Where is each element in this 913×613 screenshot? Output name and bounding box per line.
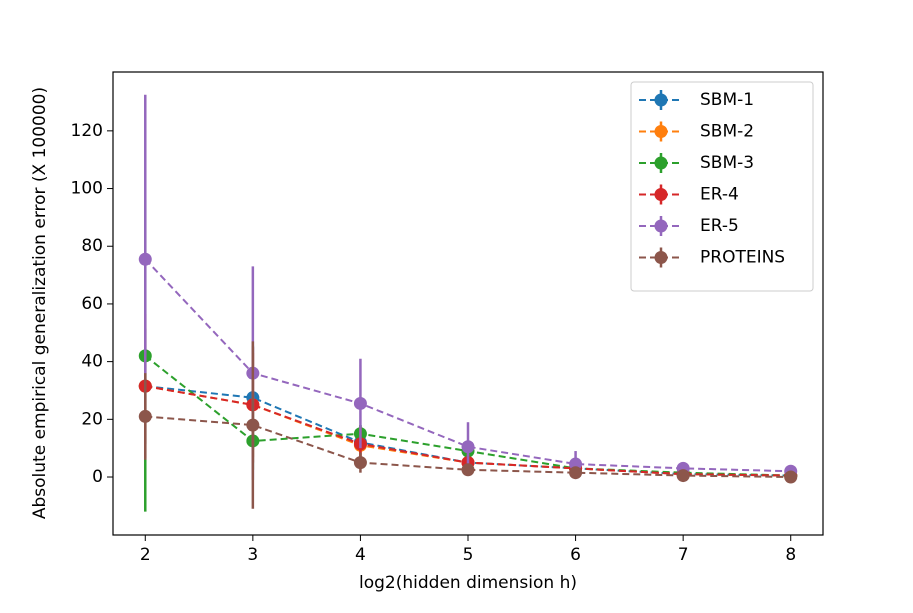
legend-marker: [654, 251, 668, 264]
y-tick-label: 0: [92, 467, 103, 487]
legend-label: SBM-1: [700, 90, 754, 110]
marker: [353, 456, 367, 470]
plot-frame: [112, 71, 824, 536]
legend-marker: [654, 93, 668, 107]
marker: [569, 466, 583, 480]
y-tick-label: 120: [71, 121, 103, 141]
x-axis-label: log2(hidden dimension h): [359, 573, 577, 593]
legend-label: PROTEINS: [700, 248, 785, 268]
legend-box: [630, 81, 814, 292]
marker: [461, 463, 475, 477]
legend-marker: [654, 219, 668, 233]
x-tick-label: 7: [678, 545, 689, 565]
marker: [676, 469, 690, 483]
legend-marker: [654, 156, 668, 170]
legend-marker: [654, 125, 668, 138]
marker: [461, 440, 475, 454]
legend-marker: [654, 188, 668, 201]
x-tick-label: 6: [570, 545, 581, 565]
x-tick-label: 3: [247, 545, 258, 565]
x-tick-label: 8: [785, 545, 796, 565]
legend-label: SBM-2: [700, 122, 754, 142]
marker: [246, 418, 260, 432]
x-tick-label: 4: [355, 545, 366, 565]
legend-label: SBM-3: [700, 153, 754, 173]
legend-label: ER-4: [700, 185, 739, 205]
y-tick-label: 100: [71, 179, 103, 199]
x-tick-label: 2: [140, 545, 151, 565]
marker: [138, 252, 152, 266]
y-tick-label: 80: [81, 236, 103, 256]
y-tick-label: 60: [81, 294, 103, 314]
marker: [353, 396, 367, 410]
legend-label: ER-5: [700, 216, 739, 236]
x-tick-label: 5: [463, 545, 474, 565]
y-axis-label: Absolute empirical generalization error …: [30, 87, 50, 519]
marker: [784, 470, 798, 484]
y-tick-label: 40: [81, 352, 103, 372]
y-tick-label: 20: [81, 409, 103, 429]
marker: [138, 409, 152, 423]
